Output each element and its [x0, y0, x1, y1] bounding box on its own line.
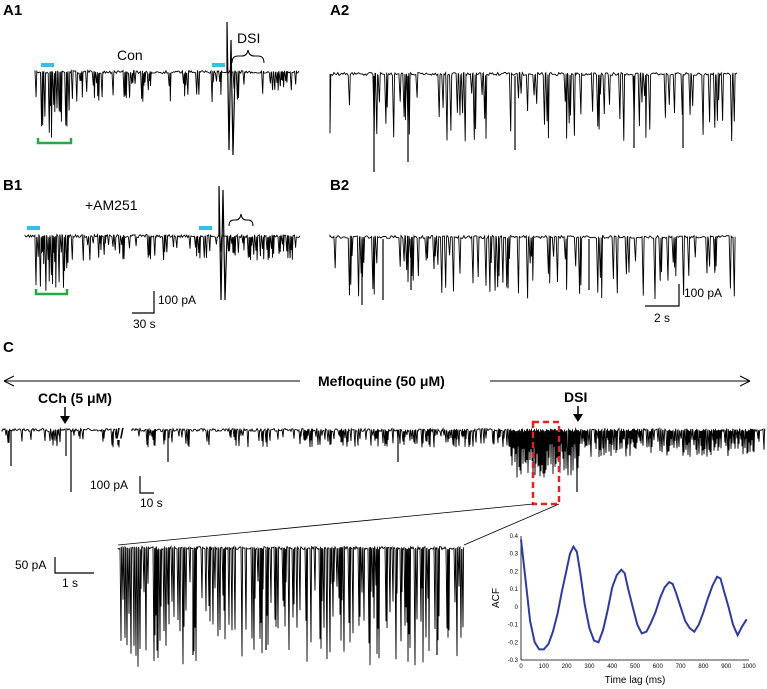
condition-label-am251: +AM251: [85, 197, 138, 213]
cch-arrow-head: [60, 416, 70, 424]
trace-A1-line: [34, 69, 300, 138]
dsi-brace-a1: [231, 49, 265, 64]
inset-trace: [117, 544, 465, 667]
scale-current-ab-left: 100 pA: [158, 293, 196, 307]
scale-bar-c-main: [139, 476, 154, 494]
acf-y-tick-label: -0.2: [508, 640, 519, 646]
slow-trace-b1: [24, 185, 301, 301]
fast-trace-b2: [329, 234, 736, 305]
zoom-connector-left: [117, 503, 534, 546]
acf-x-tick-label: 500: [630, 664, 641, 670]
acf-y-tick-label: 0.2: [510, 569, 519, 575]
trace-inset-line: [117, 544, 465, 667]
scale-time-c-main: 10 s: [140, 496, 163, 510]
zoom-region-box: [531, 420, 561, 506]
trace-C-line: [1, 426, 766, 478]
acf-x-tick-label: 100: [539, 664, 550, 670]
acf-y-tick-label: 0.3: [510, 552, 519, 558]
dsi-arrow-head: [573, 414, 583, 422]
trace-B2-artifact-0: [361, 239, 716, 305]
acf-x-axis-title: Time lag (ms): [605, 675, 666, 686]
acf-x-tick-label: 200: [562, 664, 573, 670]
analysis-window-bracket-a1: [36, 138, 73, 145]
scale-current-ab-right: 100 pA: [684, 286, 722, 300]
light-stimulus-bar-a1-first: [41, 63, 54, 67]
dsi-label-a1: DSI: [237, 30, 260, 46]
scale-current-c-main: 100 pA: [90, 478, 128, 492]
acf-x-tick-label: 700: [676, 664, 687, 670]
scale-bar-ab-left: [132, 291, 155, 314]
acf-x-tick-label: 900: [721, 664, 732, 670]
slow-trace-a1: [34, 21, 300, 156]
trace-A2-artifact-0: [373, 76, 684, 172]
trace-B2-line: [329, 234, 736, 300]
acf-y-tick-label: -0.1: [508, 623, 519, 629]
dsi-brace-b1: [228, 213, 254, 227]
break-gap: [117, 422, 131, 440]
acf-x-tick-label: 300: [584, 664, 595, 670]
zoom-connector-right: [463, 503, 560, 546]
acf-x-tick-label: 400: [607, 664, 618, 670]
trace-B1-line: [24, 233, 301, 291]
acf-y-tick-label: 0.1: [510, 587, 519, 593]
acf-x-tick-label: 800: [698, 664, 709, 670]
drug-label: Mefloquine (50 μM): [318, 373, 445, 389]
acf-x-tick-label: 1000: [742, 664, 756, 670]
panel-label-b1: B1: [3, 177, 22, 194]
condition-label-con: Con: [117, 47, 143, 63]
trace-C-artifact-0: [10, 430, 578, 492]
cch-label: CCh (5 μM): [38, 390, 112, 406]
acf-y-tick-label: 0: [515, 605, 519, 611]
scale-current-c-inset: 50 pA: [15, 558, 46, 572]
light-stimulus-bar-b1-second: [199, 226, 212, 230]
fast-trace-a2: [329, 71, 738, 172]
light-stimulus-bar-b1-first: [27, 226, 40, 230]
trace-B1-artifact-0: [218, 185, 228, 301]
analysis-window-bracket-b1: [34, 289, 69, 296]
scale-bar-ab-right: [645, 284, 680, 307]
acf-x-tick-label: 600: [653, 664, 664, 670]
trace-A2-line: [329, 71, 738, 142]
scale-time-c-inset: 1 s: [62, 576, 78, 590]
dsi-label-c: DSI: [564, 389, 587, 405]
trace-inset-artifact-0: [192, 550, 438, 655]
panel-label-c: C: [3, 339, 14, 356]
acf-chart: 0.4 0.3 0.2 0.1 0 -0.1 -0.2 -0.3 0 100 200 300 400 5…: [491, 534, 756, 686]
acf-y-tick-label: -0.3: [508, 658, 519, 664]
break-mark: //: [116, 425, 124, 441]
long-trace-c: [1, 426, 766, 492]
acf-x-tick-label: 0: [519, 664, 523, 670]
scale-bar-c-inset: [54, 557, 94, 574]
light-stimulus-bar-a1-second: [212, 63, 225, 67]
trace-A1-artifact-0: [226, 21, 236, 156]
acf-series-line: [520, 539, 748, 651]
acf-y-tick-label: 0.4: [510, 534, 519, 540]
panel-label-b2: B2: [330, 177, 349, 194]
drug-arrow-left-head: [3, 375, 15, 387]
panel-label-a2: A2: [330, 2, 349, 19]
scale-time-ab-left: 30 s: [133, 317, 156, 331]
panel-label-a1: A1: [3, 2, 22, 19]
acf-y-axis-title: ACF: [491, 588, 502, 608]
scale-time-ab-right: 2 s: [654, 311, 670, 325]
drug-arrow-right-head: [739, 375, 751, 387]
